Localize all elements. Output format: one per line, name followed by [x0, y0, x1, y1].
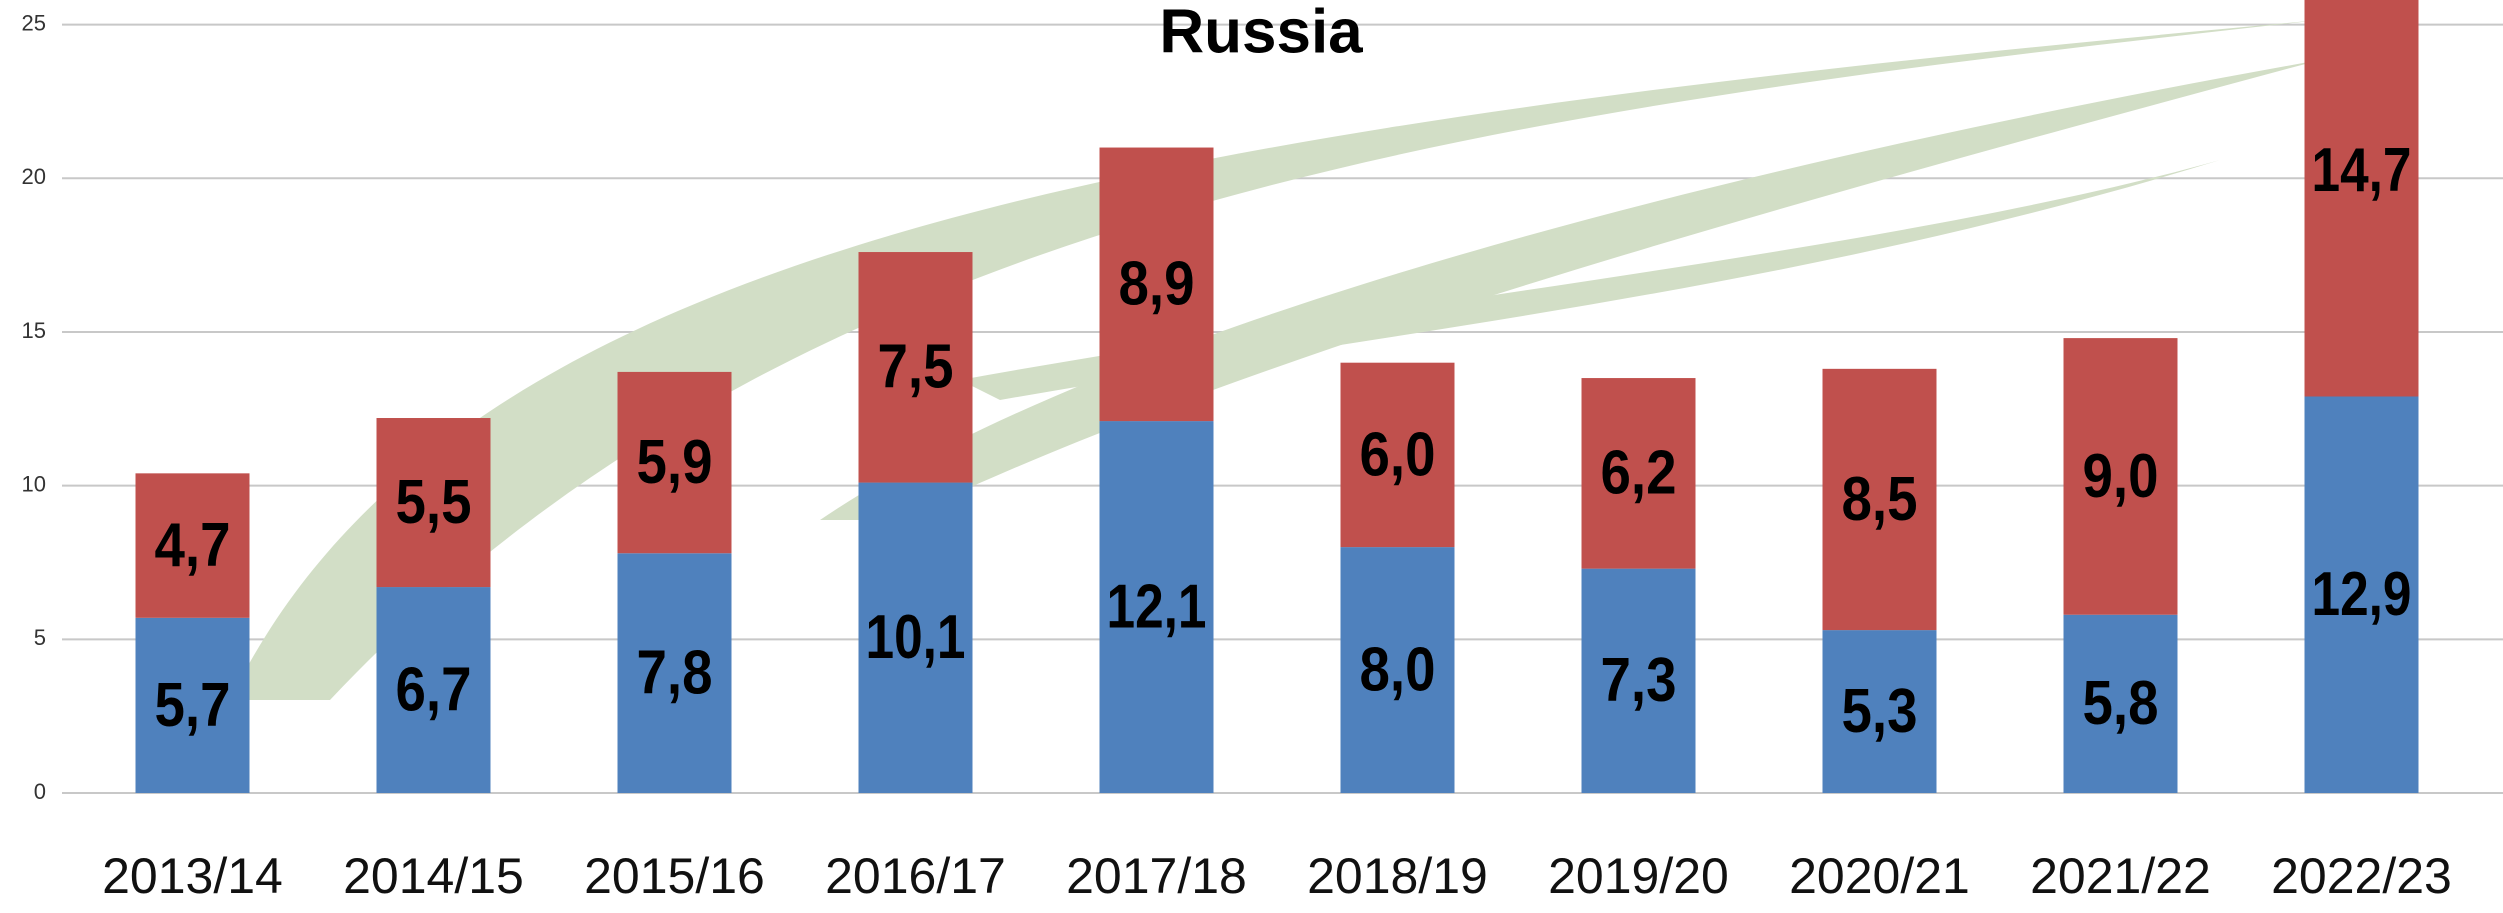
- y-tick-label: 25: [22, 10, 46, 35]
- bar-segment: [858, 252, 973, 483]
- x-tick-label: 2013/14: [102, 848, 283, 904]
- y-tick-label: 15: [22, 318, 46, 343]
- x-tick-label: 2018/19: [1307, 848, 1488, 904]
- value-label: 5,9: [637, 428, 713, 497]
- bar-segment: [1340, 547, 1455, 793]
- bar-segment: [617, 371, 732, 554]
- bar-segment: [1099, 147, 1214, 422]
- value-label: 8,5: [1842, 465, 1918, 534]
- watermark: [230, 20, 2320, 700]
- bar-segment: [858, 482, 973, 793]
- x-tick-label: 2016/17: [825, 848, 1006, 904]
- chart-title: Russia: [1159, 0, 1363, 66]
- value-label: 6,7: [396, 655, 472, 724]
- bar-segment: [2063, 338, 2178, 615]
- value-label: 5,7: [155, 671, 231, 740]
- bar-segment: [617, 553, 732, 793]
- x-tick-label: 2022/23: [2271, 848, 2452, 904]
- value-label: 12,9: [2312, 560, 2412, 629]
- x-tick-label: 2017/18: [1066, 848, 1247, 904]
- bar-segment: [1099, 421, 1214, 793]
- bar-segment: [1581, 378, 1696, 569]
- y-tick-label: 10: [22, 471, 46, 496]
- bar-segment: [1822, 630, 1937, 793]
- y-tick-label: 20: [22, 164, 46, 189]
- x-tick-label: 2015/16: [584, 848, 765, 904]
- x-tick-label: 2014/15: [343, 848, 524, 904]
- bar-segment: [376, 418, 491, 588]
- x-tick-label: 2021/22: [2030, 848, 2211, 904]
- bar-segment: [376, 587, 491, 793]
- y-tick-label: 5: [34, 625, 46, 650]
- bar-segment: [2304, 0, 2419, 397]
- value-label: 12,1: [1107, 572, 1207, 641]
- value-label: 8,9: [1119, 250, 1195, 319]
- bar-segment: [1581, 568, 1696, 793]
- value-label: 9,0: [2083, 442, 2159, 511]
- value-label: 7,3: [1601, 646, 1677, 715]
- bar-segment: [1822, 368, 1937, 631]
- value-label: 4,7: [155, 511, 231, 580]
- bar-segment: [2063, 614, 2178, 793]
- value-label: 10,1: [866, 603, 966, 672]
- bar-segment: [2304, 396, 2419, 793]
- value-label: 8,0: [1360, 635, 1436, 704]
- value-label: 5,5: [396, 468, 472, 537]
- value-label: 5,8: [2083, 669, 2159, 738]
- bar-segment: [1340, 362, 1455, 548]
- x-tick-label: 2019/20: [1548, 848, 1729, 904]
- value-label: 6,0: [1360, 420, 1436, 489]
- value-label: 7,8: [637, 639, 713, 708]
- y-tick-label: 0: [34, 779, 46, 804]
- bar-segment: [135, 473, 250, 618]
- value-label: 7,5: [878, 333, 954, 402]
- value-label: 14,7: [2312, 136, 2412, 205]
- x-tick-label: 2020/21: [1789, 848, 1970, 904]
- value-label: 6,2: [1601, 439, 1677, 508]
- bar-segment: [135, 617, 250, 793]
- value-label: 5,3: [1842, 677, 1918, 746]
